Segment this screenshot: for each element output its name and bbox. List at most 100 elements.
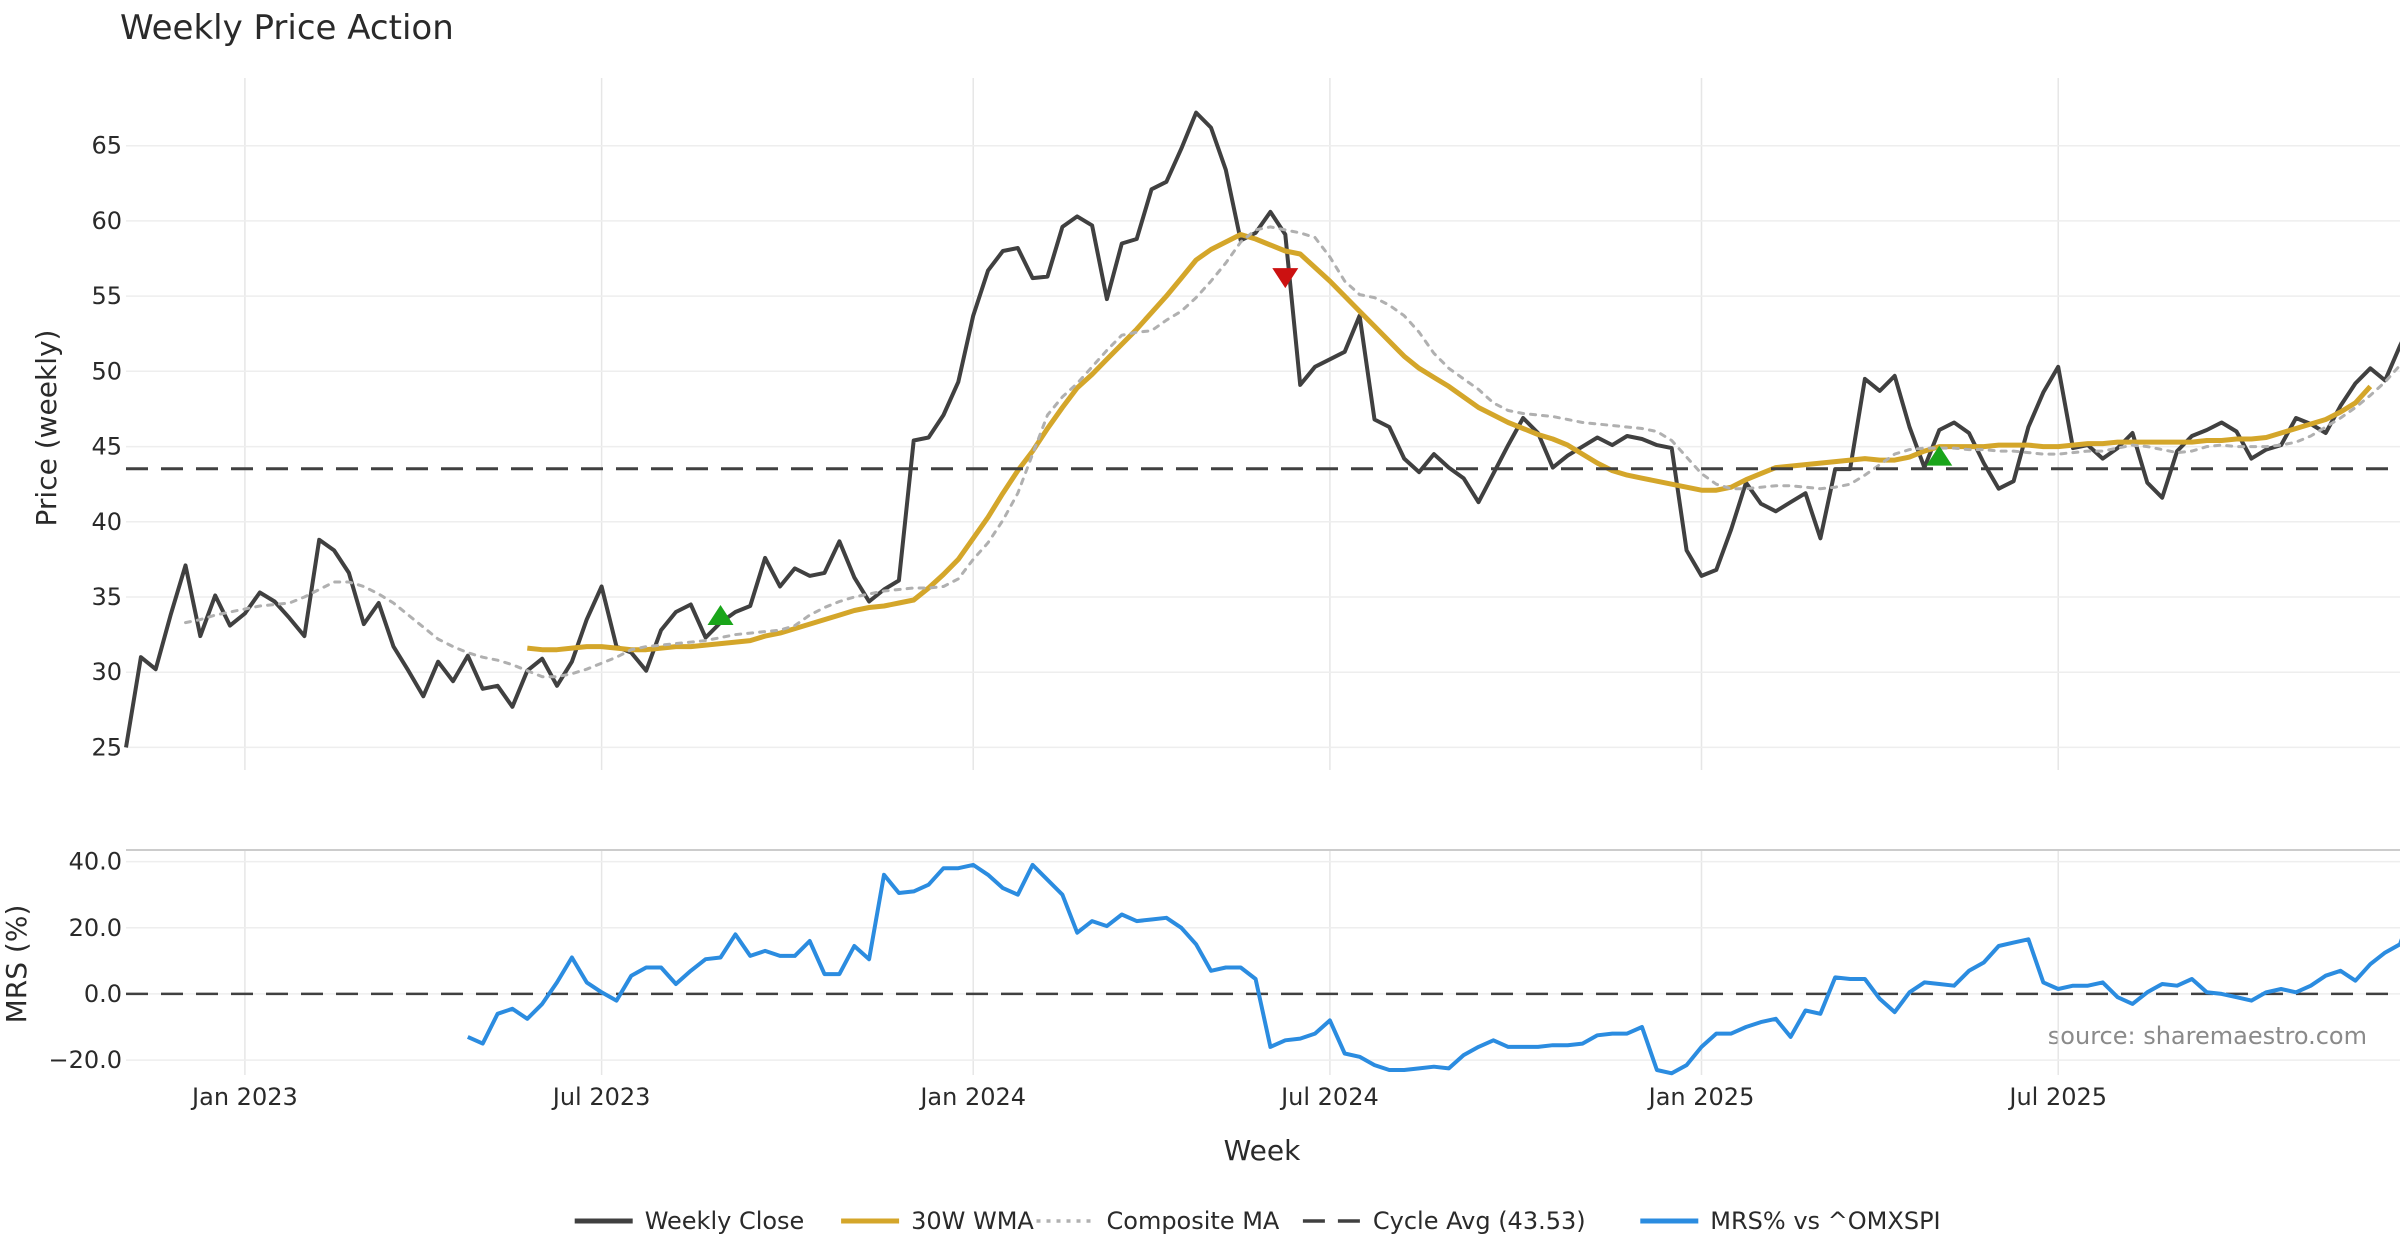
composite-ma-point <box>1016 491 1020 495</box>
mrs-ytick-label: 20.0 <box>69 914 122 942</box>
mrs-vs-omxspi-point <box>1759 1020 1763 1024</box>
composite-ma-point <box>1328 255 1332 259</box>
30w-wma-point <box>2264 436 2268 440</box>
30w-wma-point <box>1491 413 1495 417</box>
composite-ma-point <box>2368 393 2372 397</box>
mrs-vs-omxspi-point <box>942 866 946 870</box>
legend-label: Weekly Close <box>645 1207 805 1235</box>
composite-ma-point <box>332 580 336 584</box>
composite-ma-point <box>1150 329 1154 333</box>
mrs-vs-omxspi-point <box>1655 1068 1659 1072</box>
composite-ma-point <box>927 586 931 590</box>
weekly-close-point <box>585 618 589 622</box>
mrs-vs-omxspi-point <box>1714 1032 1718 1036</box>
composite-ma-point <box>1239 240 1243 244</box>
weekly-close-point <box>793 566 797 570</box>
weekly-close-point <box>451 679 455 683</box>
legend: Weekly Close 30W WMA Composite MA Cycle Avg… <box>574 1207 1941 1235</box>
30w-wma-point <box>808 622 812 626</box>
30w-wma-point <box>719 642 723 646</box>
composite-ma-point <box>674 642 678 646</box>
30w-wma-point <box>2056 445 2060 449</box>
mrs-vs-omxspi-point <box>1298 1037 1302 1041</box>
mrs-vs-omxspi-point <box>1566 1043 1570 1047</box>
weekly-close-point <box>1804 491 1808 495</box>
weekly-close-point <box>1670 446 1674 450</box>
weekly-close-point <box>748 604 752 608</box>
composite-ma-point <box>1551 415 1555 419</box>
weekly-close-point <box>496 684 500 688</box>
weekly-close-point <box>1031 276 1035 280</box>
composite-ma-point <box>2264 445 2268 449</box>
price-ytick-label: 65 <box>91 132 122 160</box>
mrs-vs-omxspi-point <box>1343 1052 1347 1056</box>
weekly-close-point <box>2041 390 2045 394</box>
legend-item-cycle-avg-43-53: Cycle Avg (43.53) <box>1302 1207 1586 1235</box>
30w-wma-point <box>615 646 619 650</box>
composite-ma-point <box>2041 452 2045 456</box>
composite-ma-point <box>555 675 559 679</box>
mrs-vs-omxspi-point <box>481 1042 485 1046</box>
mrs-vs-omxspi-point <box>570 956 574 960</box>
30w-wma-point <box>1164 294 1168 298</box>
mrs-vs-omxspi-point <box>1179 926 1183 930</box>
price-ytick-label: 35 <box>91 583 122 611</box>
weekly-close-point <box>288 616 292 620</box>
composite-ma-point <box>719 636 723 640</box>
30w-wma-point <box>1477 406 1481 410</box>
composite-ma-point <box>1402 314 1406 318</box>
composite-ma-point <box>615 655 619 659</box>
30w-wma-point <box>1893 458 1897 462</box>
30w-wma-point <box>1224 240 1228 244</box>
legend-label: MRS% vs ^OMXSPI <box>1710 1207 1940 1235</box>
weekly-close-point <box>406 669 410 673</box>
weekly-close-point <box>1774 509 1778 513</box>
mrs-ytick-label: −20.0 <box>48 1046 122 1074</box>
30w-wma-point <box>763 634 767 638</box>
mrs-vs-omxspi-point <box>2071 984 2075 988</box>
composite-ma-point <box>2012 449 2016 453</box>
composite-ma-point <box>1031 452 1035 456</box>
mrs-vs-omxspi-point <box>1417 1066 1421 1070</box>
price-ytick-label: 30 <box>91 658 122 686</box>
weekly-close-point <box>1506 443 1510 447</box>
mrs-vs-omxspi-point <box>1254 977 1258 981</box>
30w-wma-point <box>837 613 841 617</box>
composite-ma-point <box>2220 443 2224 447</box>
weekly-close-point <box>867 600 871 604</box>
legend-label: 30W WMA <box>911 1207 1034 1235</box>
weekly-close-point <box>1373 418 1377 422</box>
composite-ma-point <box>733 633 737 637</box>
composite-ma-point <box>2175 451 2179 455</box>
weekly-close-point <box>2353 381 2357 385</box>
composite-ma-point <box>258 604 262 608</box>
mrs-vs-omxspi-point <box>1447 1066 1451 1070</box>
weekly-close-point <box>763 556 767 560</box>
weekly-close-line <box>124 110 2400 748</box>
weekly-close-point <box>1343 350 1347 354</box>
weekly-close-point <box>213 594 217 598</box>
mrs-vs-omxspi-point <box>1001 886 1005 890</box>
weekly-close-point <box>2101 457 2105 461</box>
30w-wma-point <box>1462 395 1466 399</box>
mrs-vs-omxspi-point <box>2249 999 2253 1003</box>
mrs-vs-omxspi-point <box>600 990 604 994</box>
mrs-vs-omxspi-point <box>1506 1045 1510 1049</box>
mrs-vs-omxspi-point <box>1387 1068 1391 1072</box>
x-tick-label: Jul 2023 <box>551 1083 651 1111</box>
composite-ma-point <box>1893 452 1897 456</box>
mrs-vs-omxspi-point <box>555 980 559 984</box>
30w-wma-point <box>2294 427 2298 431</box>
weekly-close-point <box>243 612 247 616</box>
weekly-close-point <box>1818 536 1822 540</box>
30w-wma-point <box>525 646 529 650</box>
weekly-close-point <box>1893 374 1897 378</box>
weekly-close-point <box>481 687 485 691</box>
composite-ma-point <box>1922 446 1926 450</box>
mrs-vs-omxspi-point <box>2160 982 2164 986</box>
mrs-vs-omxspi-point <box>2368 962 2372 966</box>
weekly-close-point <box>1268 210 1272 214</box>
mrs-vs-omxspi-point <box>1328 1018 1332 1022</box>
legend-label: Composite MA <box>1107 1207 1280 1235</box>
chart-title: Weekly Price Action <box>120 8 454 48</box>
